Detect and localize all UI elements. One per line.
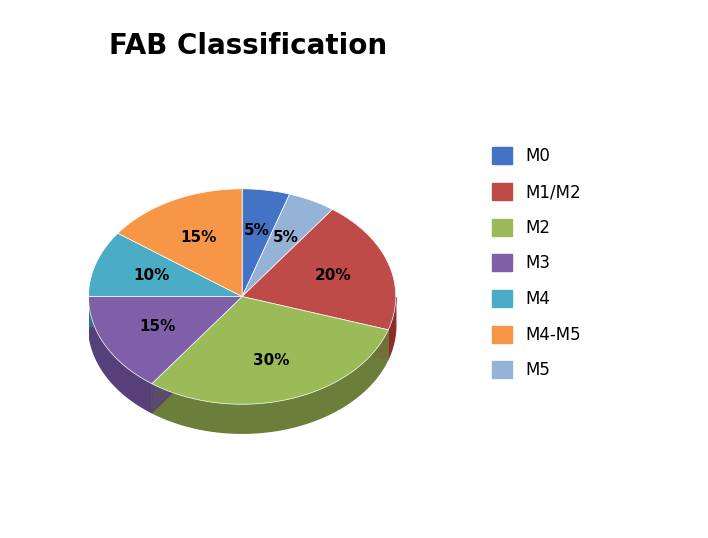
Text: FAB Classification: FAB Classification [109, 32, 387, 60]
Polygon shape [118, 189, 242, 296]
Polygon shape [242, 209, 396, 330]
Polygon shape [152, 296, 242, 413]
Polygon shape [242, 296, 388, 359]
Polygon shape [88, 296, 242, 325]
Polygon shape [152, 296, 242, 413]
Polygon shape [88, 296, 242, 325]
Polygon shape [152, 330, 388, 433]
Text: 15%: 15% [181, 230, 217, 245]
Polygon shape [242, 194, 333, 296]
Text: 10%: 10% [133, 268, 170, 284]
Polygon shape [242, 189, 290, 296]
Polygon shape [152, 296, 388, 404]
Polygon shape [88, 233, 242, 296]
Polygon shape [88, 296, 242, 384]
Text: 5%: 5% [244, 223, 270, 238]
Legend: M0, M1/M2, M2, M3, M4, M4-M5, M5: M0, M1/M2, M2, M3, M4, M4-M5, M5 [492, 147, 581, 379]
Text: 30%: 30% [253, 352, 290, 367]
Text: 5%: 5% [273, 230, 298, 245]
Text: 20%: 20% [314, 268, 351, 284]
Polygon shape [88, 296, 152, 413]
Polygon shape [388, 297, 396, 359]
Polygon shape [242, 296, 388, 359]
Text: 15%: 15% [139, 320, 176, 334]
